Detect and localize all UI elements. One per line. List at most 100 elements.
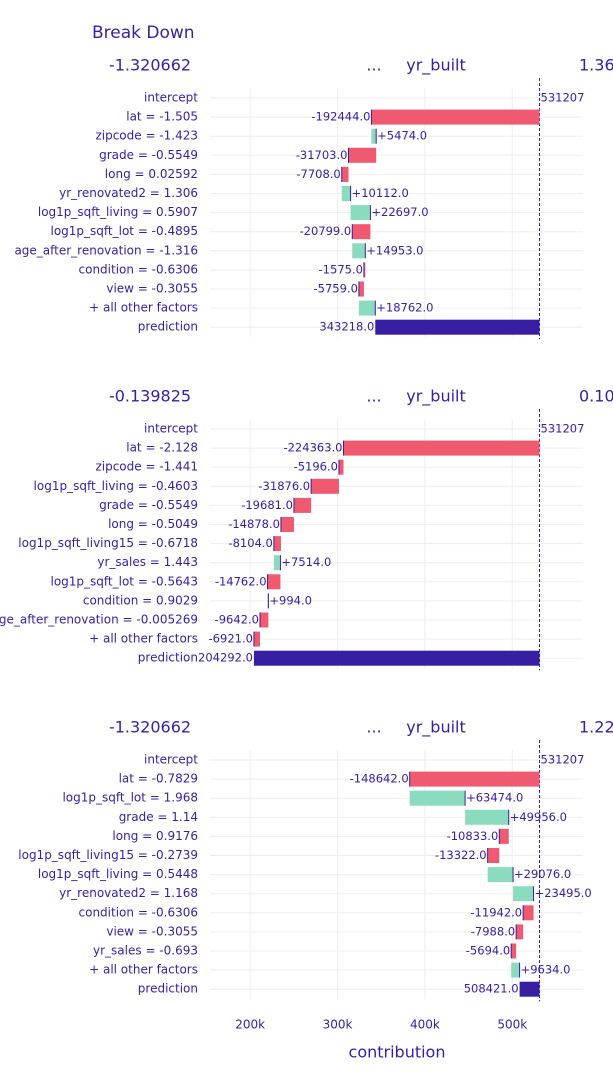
category-label: age_after_renovation = -0.005269 — [0, 613, 198, 627]
bar — [409, 771, 540, 787]
value-label: 531207 — [541, 753, 585, 767]
category-label: age_after_renovation = -1.316 — [14, 243, 198, 257]
value-label: -31876.0 — [258, 479, 310, 493]
category-label: log1p_sqft_living15 = -0.2739 — [18, 848, 198, 862]
bar — [267, 574, 281, 590]
x-axis-label: contribution — [349, 1043, 446, 1062]
bar — [513, 886, 534, 902]
category-label: lat = -0.7829 — [119, 772, 198, 786]
x-tick-label: 500k — [497, 1018, 527, 1032]
value-label: 531207 — [541, 422, 585, 436]
bar — [280, 517, 294, 532]
category-label: lat = -2.128 — [126, 441, 198, 455]
category-label: condition = -0.6306 — [79, 262, 198, 276]
x-tick-label: 400k — [410, 1018, 440, 1032]
bar — [348, 147, 377, 163]
bar — [465, 809, 509, 825]
value-label: +9634.0 — [521, 963, 571, 977]
bar — [341, 166, 349, 182]
bar — [338, 459, 344, 475]
category-label: condition = -0.6306 — [79, 905, 198, 919]
category-label: intercept — [144, 91, 198, 105]
value-label: -31703.0 — [296, 148, 348, 162]
category-label: log1p_sqft_lot = -0.5643 — [50, 574, 198, 588]
bar — [350, 205, 371, 221]
subplot-title: 0.10 — [579, 387, 613, 406]
chart-title: Break Down — [92, 23, 195, 43]
bar — [358, 281, 364, 297]
category-label: + all other factors — [89, 632, 198, 646]
value-label: -5196.0 — [294, 460, 338, 474]
category-label: view = -0.3055 — [106, 282, 198, 296]
bar — [311, 478, 339, 494]
category-label: prediction — [138, 320, 198, 334]
category-label: grade = 1.14 — [119, 810, 198, 824]
value-label: -11942.0 — [470, 905, 522, 919]
category-label: long = 0.9176 — [112, 829, 198, 843]
value-label: +63474.0 — [466, 791, 523, 805]
category-label: intercept — [144, 753, 198, 767]
subplot-title: -1.320662 — [109, 718, 191, 737]
category-label: + all other factors — [89, 963, 198, 977]
value-label: -7708.0 — [296, 167, 340, 181]
subplot-title: yr_built — [406, 387, 466, 407]
x-tick-label: 200k — [235, 1018, 265, 1032]
bar — [341, 186, 351, 201]
category-label: zipcode = -1.441 — [95, 460, 198, 474]
bar — [511, 962, 520, 978]
value-label: 531207 — [541, 91, 585, 105]
value-label: 343218.0 — [319, 320, 374, 334]
bar — [253, 650, 540, 666]
category-label: grade = -0.5549 — [99, 148, 198, 162]
subplot-title: ... — [366, 56, 381, 75]
category-label: intercept — [144, 422, 198, 436]
bar — [293, 497, 312, 513]
subplot-title: -0.139825 — [109, 387, 191, 406]
category-label: yr_sales = -0.693 — [93, 944, 198, 958]
category-label: view = -0.3055 — [106, 924, 198, 938]
bar — [371, 128, 377, 144]
value-label: -13322.0 — [435, 848, 487, 862]
category-label: log1p_sqft_living = -0.4603 — [34, 479, 198, 493]
value-label: -8104.0 — [228, 536, 272, 550]
bar — [371, 109, 540, 125]
category-label: log1p_sqft_living = 0.5448 — [38, 867, 198, 881]
category-label: log1p_sqft_living15 = -0.6718 — [18, 536, 198, 550]
value-label: 204292.0 — [198, 651, 253, 665]
bar — [352, 224, 371, 240]
category-label: long = -0.5049 — [108, 517, 198, 531]
category-label: condition = 0.9029 — [83, 593, 198, 607]
category-label: + all other factors — [89, 301, 198, 315]
value-label: +14953.0 — [366, 243, 423, 257]
value-label: -224363.0 — [283, 441, 342, 455]
value-label: +23495.0 — [535, 886, 592, 900]
category-label: prediction — [138, 982, 198, 996]
value-label: -14878.0 — [228, 517, 280, 531]
value-label: +18762.0 — [376, 301, 433, 315]
category-label: yr_sales = 1.443 — [97, 555, 198, 569]
value-label: +5474.0 — [377, 129, 427, 143]
bar — [259, 612, 269, 628]
bar — [358, 300, 376, 316]
category-label: log1p_sqft_lot = 1.968 — [62, 791, 198, 805]
value-label: -7988.0 — [471, 924, 515, 938]
value-label: 508421.0 — [464, 982, 519, 996]
value-label: -5694.0 — [466, 944, 510, 958]
category-label: long = 0.02592 — [105, 167, 198, 181]
value-label: -6921.0 — [209, 632, 253, 646]
value-label: -1575.0 — [319, 262, 363, 276]
value-label: +49956.0 — [510, 810, 567, 824]
x-tick-label: 300k — [323, 1018, 353, 1032]
bar — [511, 943, 517, 959]
category-label: yr_renovated2 = 1.306 — [59, 186, 198, 200]
bar — [487, 867, 514, 883]
value-label: -19681.0 — [241, 498, 293, 512]
value-label: +29076.0 — [514, 867, 571, 881]
category-label: yr_renovated2 = 1.168 — [59, 886, 198, 900]
subplot-title: yr_built — [406, 56, 466, 76]
value-label: -5759.0 — [314, 282, 358, 296]
category-label: prediction — [138, 651, 198, 665]
value-label: -10833.0 — [447, 829, 499, 843]
category-label: zipcode = -1.423 — [95, 129, 198, 143]
bar — [253, 631, 260, 647]
